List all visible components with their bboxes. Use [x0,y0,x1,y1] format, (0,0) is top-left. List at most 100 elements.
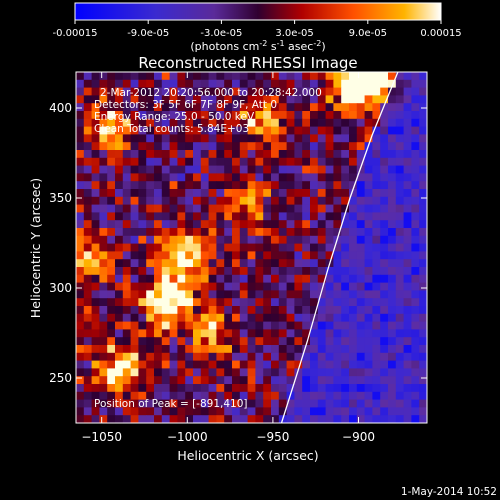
heatmap-cell [216,189,225,198]
heatmap-cell [302,118,311,128]
heatmap-cell [271,290,280,299]
heatmap-cell [263,204,272,213]
heatmap-cell [185,87,194,96]
heatmap-cell [356,87,366,96]
heatmap-cell [161,220,171,229]
heatmap-cell [185,376,194,385]
heatmap-cell [83,313,93,323]
heatmap-cell [325,118,334,128]
heatmap-cell [232,306,241,315]
heatmap-cell [146,196,155,206]
heatmap-cell [193,228,202,237]
heatmap-cell [341,212,350,221]
heatmap-cell [349,259,358,268]
heatmap-cell [411,228,420,237]
heatmap-cell [138,259,147,268]
heatmap-cell [169,95,178,104]
heatmap-cell [263,368,272,377]
heatmap-cell [177,251,186,260]
heatmap-cell [76,134,85,143]
heatmap-cell [356,118,366,128]
heatmap-cell [239,212,249,221]
heatmap-cell [138,251,147,260]
heatmap-cell [216,165,225,174]
heatmap-cell [138,157,147,167]
heatmap-cell [411,321,420,330]
heatmap-cell [419,259,427,268]
heatmap-cell [107,415,116,423]
heatmap-cell [146,126,155,135]
heatmap-cell [356,267,366,276]
heatmap-cell [294,181,303,190]
heatmap-cell [239,142,249,151]
heatmap-cell [91,103,100,112]
heatmap-cell [388,298,397,307]
heatmap-cell [76,181,85,190]
heatmap-cell [341,95,350,104]
heatmap-cell [177,290,186,299]
heatmap-cell [419,181,427,190]
heatmap-cell [349,251,358,260]
heatmap-cell [107,243,116,252]
heatmap-cell [154,329,163,338]
heatmap-cell [185,337,194,346]
heatmap-cell [380,103,389,112]
heatmap-cell [208,376,217,385]
heatmap-cell [325,95,334,104]
heatmap-cell [419,298,427,307]
heatmap-cell [310,181,319,190]
heatmap-cell [169,228,178,237]
heatmap-cell [161,329,171,338]
heatmap-cell [286,360,295,369]
heatmap-cell [247,352,256,362]
heatmap-cell [122,181,132,190]
heatmap-grid [76,72,427,423]
heatmap-cell [255,360,264,369]
heatmap-cell [83,79,93,89]
heatmap-cell [99,142,108,151]
heatmap-cell [200,384,210,393]
heatmap-cell [395,95,405,104]
heatmap-cell [349,181,358,190]
heatmap-cell [278,298,288,307]
heatmap-cell [232,111,241,120]
heatmap-cell [286,329,295,338]
heatmap-cell [356,95,366,104]
heatmap-cell [255,407,264,416]
heatmap-cell [302,251,311,260]
heatmap-cell [380,407,389,416]
heatmap-cell [161,259,171,268]
heatmap-cell [310,337,319,346]
heatmap-cell [91,267,100,276]
heatmap-cell [310,243,319,252]
heatmap-cell [146,204,155,213]
heatmap-cell [341,274,350,284]
heatmap-cell [138,399,147,408]
heatmap-cell [341,251,350,260]
heatmap-cell [263,282,272,291]
heatmap-cell [138,313,147,323]
heatmap-cell [169,267,178,276]
heatmap-cell [403,181,412,190]
heatmap-cell [83,368,93,377]
heatmap-cell [107,282,116,291]
heatmap-cell [177,384,186,393]
heatmap-cell [99,118,108,128]
heatmap-cell [403,212,412,221]
heatmap-cell [208,415,217,423]
heatmap-cell [278,165,288,174]
heatmap-cell [364,196,373,206]
heatmap-cell [115,220,124,229]
heatmap-cell [302,87,311,96]
heatmap-cell [286,337,295,346]
heatmap-cell [239,251,249,260]
heatmap-cell [169,282,178,291]
heatmap-cell [372,103,381,112]
heatmap-cell [380,212,389,221]
heatmap-cell [99,150,108,159]
heatmap-cell [310,352,319,362]
heatmap-cell [302,181,311,190]
heatmap-cell [263,259,272,268]
heatmap-cell [317,220,327,229]
heatmap-cell [388,72,397,81]
